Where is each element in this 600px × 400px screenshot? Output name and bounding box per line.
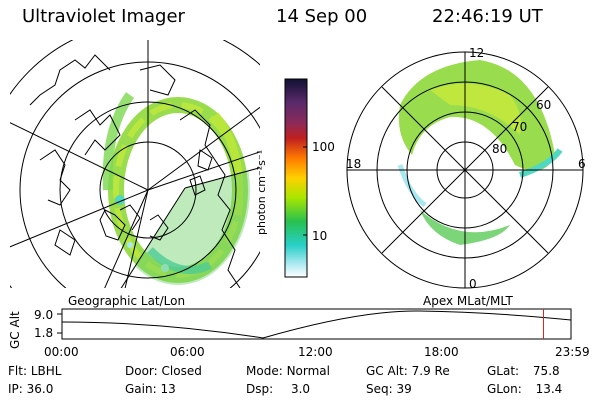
sequence-label: Seq: — [366, 382, 393, 396]
glon-info: GLon: 13.4 — [487, 382, 562, 396]
mlt-label-12: 12 — [469, 46, 485, 60]
date-label: 14 Sep 00 — [276, 6, 368, 27]
timeline-xtick-1200: 12:00 — [298, 345, 333, 359]
glat-value: 75.8 — [532, 364, 560, 378]
dsp-info: Dsp: 3.0 — [246, 382, 310, 396]
gain-value: 13 — [160, 382, 176, 396]
magnetic-caption: Apex MLat/MLT — [423, 294, 513, 308]
colorbar-tick-label-10: 10 — [312, 229, 328, 243]
ip-info: IP: 36.0 — [8, 382, 53, 396]
geographic-image — [10, 40, 260, 288]
mode-label: Mode: — [246, 364, 283, 378]
geographic-grid — [10, 40, 260, 288]
dayside-region — [120, 165, 250, 285]
geographic-caption: Geographic Lat/Lon — [68, 294, 186, 308]
dsp-label: Dsp: — [246, 382, 274, 396]
timeline-ylabel: GC Alt — [8, 311, 22, 349]
gc-altitude-label: GC Alt: — [366, 364, 408, 378]
door-value: Closed — [161, 364, 202, 378]
door-info: Door: Closed — [125, 364, 202, 378]
aurora-oval-magnetic — [397, 60, 563, 245]
timeline-ytick-top: 9.0 — [34, 308, 54, 322]
mlt-label-18: 18 — [346, 157, 362, 171]
instrument-title: Ultraviolet Imager — [22, 6, 185, 27]
filter-value: LBHL — [30, 364, 62, 378]
colorbar: photon cm⁻²s⁻¹ — [255, 78, 308, 278]
altitude-timeline — [57, 308, 572, 340]
magnetic-grid — [346, 51, 584, 289]
mlat-label-80: 80 — [492, 142, 508, 156]
ip-value: 36.0 — [26, 382, 54, 396]
glon-value: 13.4 — [535, 382, 563, 396]
aurora-oval — [102, 92, 248, 283]
glat-label: GLat: — [487, 364, 520, 378]
dsp-value: 3.0 — [290, 382, 311, 396]
mlat-label-60: 60 — [536, 98, 552, 112]
magnetic-image — [346, 51, 584, 289]
glon-label: GLon: — [487, 382, 522, 396]
filter-label: Flt: — [8, 364, 27, 378]
gc-altitude-info: GC Alt: 7.9 Re — [366, 364, 450, 378]
colorbar-tick-label-100: 100 — [312, 140, 335, 154]
filter-info: Flt: LBHL — [8, 364, 61, 378]
time-label: 22:46:19 UT — [432, 6, 543, 27]
timeline-xtick-1800: 18:00 — [424, 345, 459, 359]
sequence-value: 39 — [396, 382, 412, 396]
mlat-label-70: 70 — [512, 120, 528, 134]
gc-altitude-value: 7.9 Re — [411, 364, 450, 378]
timeline-xtick-0600: 06:00 — [170, 345, 205, 359]
mode-value: Normal — [286, 364, 330, 378]
timeline-frame — [61, 308, 572, 340]
mode-info: Mode: Normal — [246, 364, 330, 378]
timeline-ytick-bottom: 1.8 — [34, 326, 54, 340]
sequence-info: Seq: 39 — [366, 382, 412, 396]
ip-label: IP: — [8, 382, 23, 396]
glat-info: GLat: 75.8 — [487, 364, 560, 378]
coastlines — [29, 54, 241, 288]
timeline-xtick-2359: 23:59 — [555, 345, 590, 359]
altitude-curve — [61, 310, 572, 339]
colorbar-unit-label: photon cm⁻²s⁻¹ — [255, 150, 268, 235]
gain-info: Gain: 13 — [125, 382, 176, 396]
timeline-xtick-0000: 00:00 — [44, 345, 79, 359]
colorbar-gradient — [284, 78, 308, 278]
door-label: Door: — [125, 364, 158, 378]
mlt-label-0: 0 — [469, 277, 477, 291]
mlt-label-6: 6 — [578, 157, 586, 171]
gain-label: Gain: — [125, 382, 157, 396]
